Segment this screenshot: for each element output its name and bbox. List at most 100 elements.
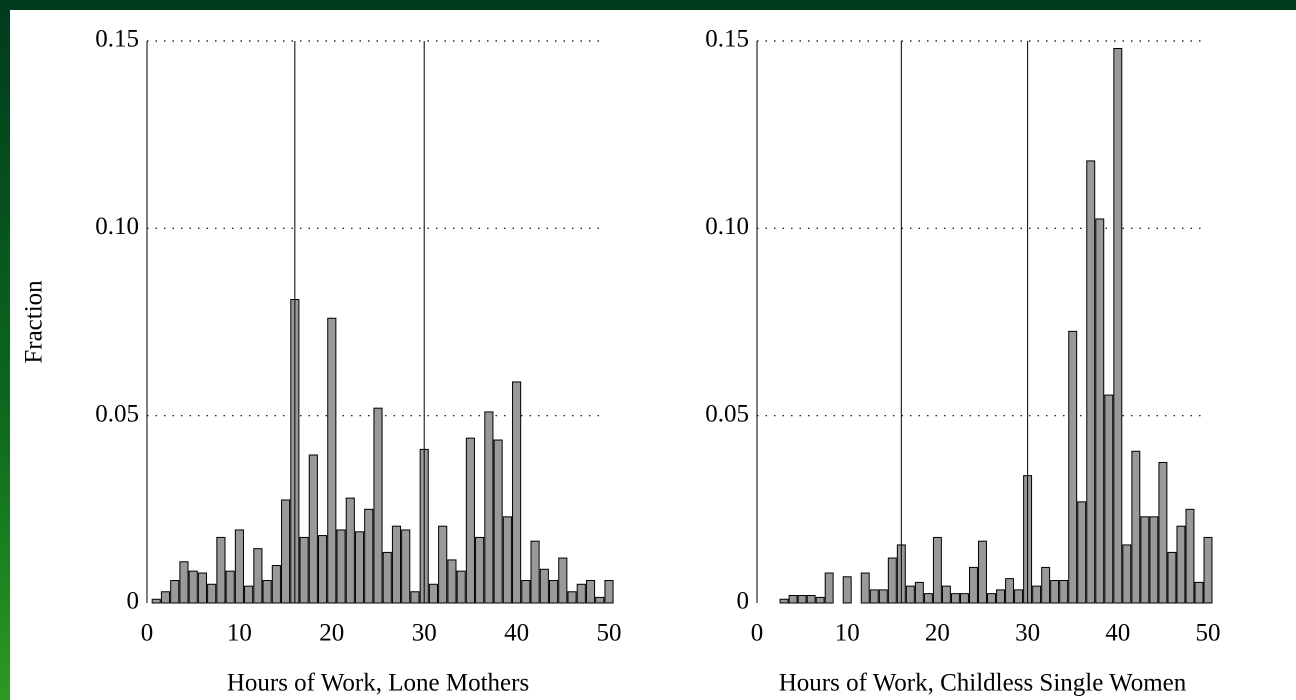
bar	[456, 570, 466, 604]
bar	[1005, 578, 1015, 604]
bar	[1041, 566, 1051, 604]
bar	[842, 576, 852, 604]
bar	[1203, 536, 1213, 604]
x-tick-label: 20	[925, 620, 950, 647]
bar	[1095, 218, 1105, 604]
bar	[950, 593, 960, 604]
bar	[244, 585, 254, 604]
bar	[373, 407, 383, 604]
bar	[308, 454, 318, 604]
bar	[317, 535, 328, 604]
bar	[576, 583, 586, 604]
bar	[382, 551, 392, 604]
bar	[548, 580, 559, 604]
bar	[959, 593, 969, 604]
bar	[188, 570, 198, 604]
y-tick-label: 0	[737, 588, 750, 615]
bar	[797, 595, 807, 604]
bar	[465, 437, 475, 604]
bar	[484, 411, 494, 604]
bar	[410, 591, 420, 604]
bar	[428, 583, 439, 604]
bar	[941, 585, 951, 604]
bar	[151, 598, 161, 604]
x-tick-label: 50	[597, 620, 622, 647]
bar	[1176, 525, 1186, 604]
bar	[447, 559, 457, 604]
y-axis-label: Fraction	[21, 280, 48, 364]
y-tick-label: 0.05	[95, 400, 139, 427]
x-tick-label: 10	[835, 620, 860, 647]
bar	[1122, 544, 1132, 604]
bar	[327, 317, 337, 604]
bar	[502, 516, 512, 604]
bar	[1185, 508, 1195, 604]
bar	[521, 580, 531, 604]
bar	[179, 561, 189, 604]
x-axis-label: Hours of Work, Lone Mothers	[227, 670, 529, 697]
x-tick-label: 30	[412, 620, 437, 647]
x-tick-label: 30	[1015, 620, 1040, 647]
y-tick-label: 0.15	[95, 26, 139, 53]
x-tick-label: 50	[1196, 620, 1221, 647]
bar	[530, 540, 540, 604]
x-tick-label: 0	[141, 620, 154, 647]
bar	[887, 557, 897, 604]
bar	[234, 529, 244, 604]
bar	[585, 580, 596, 604]
x-tick-label: 40	[1105, 620, 1130, 647]
bar	[364, 508, 374, 604]
bar	[170, 580, 180, 604]
bar	[271, 565, 281, 604]
bar	[567, 591, 577, 604]
x-tick-label: 10	[227, 620, 252, 647]
y-tick-label: 0.15	[705, 26, 749, 53]
bar	[878, 589, 888, 604]
bar	[1014, 589, 1024, 604]
bar	[1149, 516, 1159, 604]
bar	[354, 531, 365, 604]
bar	[978, 540, 987, 604]
bar	[160, 591, 171, 604]
bar	[860, 572, 870, 604]
bar	[262, 580, 272, 604]
bar	[475, 536, 485, 604]
bar	[806, 595, 816, 604]
bar	[438, 525, 448, 604]
bar	[905, 585, 915, 604]
bar	[225, 570, 235, 604]
bar	[779, 598, 789, 604]
bar	[197, 572, 208, 604]
bar	[253, 548, 263, 604]
bar	[914, 581, 924, 604]
bar	[493, 439, 503, 604]
bar	[207, 583, 217, 604]
bar	[1140, 516, 1150, 604]
bar	[1077, 501, 1087, 604]
bar	[604, 580, 614, 604]
bar	[932, 536, 942, 604]
bar	[1086, 160, 1096, 604]
bar	[788, 595, 798, 604]
x-axis-label: Hours of Work, Childless Single Women	[779, 670, 1187, 697]
bar	[512, 381, 522, 604]
bar	[216, 536, 226, 604]
bar	[824, 572, 834, 604]
bar	[923, 593, 933, 604]
x-tick-label: 40	[504, 620, 529, 647]
bar	[1131, 450, 1141, 604]
bar	[1158, 462, 1168, 604]
bar	[987, 593, 996, 604]
bar	[391, 525, 402, 604]
bar	[281, 499, 291, 604]
bar	[1104, 394, 1114, 604]
bar	[558, 557, 568, 604]
bar	[299, 536, 309, 604]
y-tick-label: 0.10	[95, 213, 139, 240]
bar	[1032, 585, 1042, 604]
bar	[401, 529, 411, 604]
bar	[1167, 551, 1177, 604]
bar	[1050, 580, 1060, 604]
